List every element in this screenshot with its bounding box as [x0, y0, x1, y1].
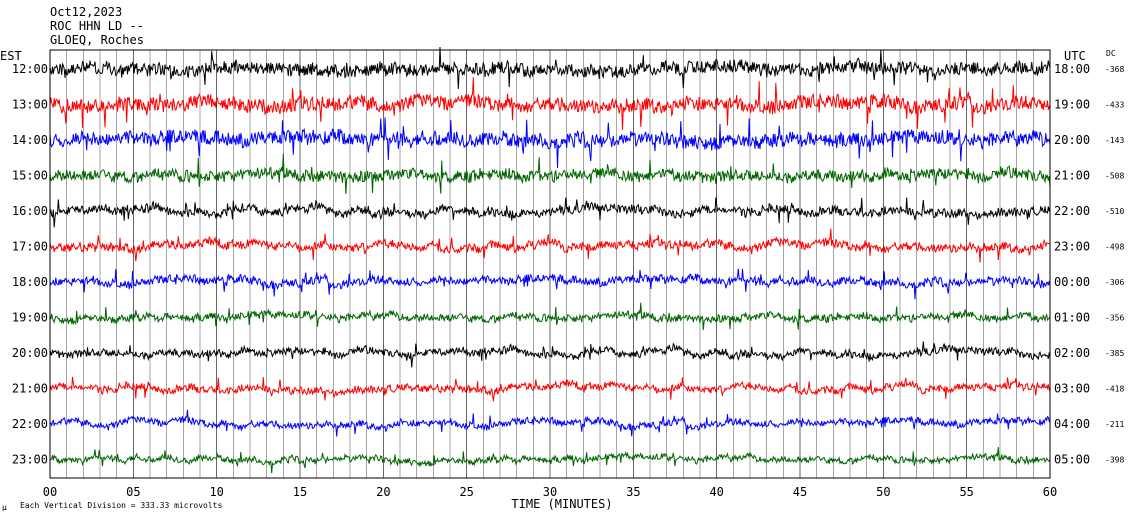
header-date: Oct12,2023 [50, 5, 122, 19]
utc-time-label: 19:00 [1054, 98, 1090, 112]
est-time-label: 13:00 [12, 98, 48, 112]
trace-2000 [49, 341, 1051, 368]
minute-gridlines [49, 50, 1051, 478]
x-tick-label: 50 [876, 485, 890, 499]
dc-offset-label: -508 [1105, 172, 1124, 181]
x-tick-label: 05 [126, 485, 140, 499]
utc-time-label: 01:00 [1054, 311, 1090, 325]
est-time-label: 15:00 [12, 169, 48, 183]
utc-axis-title: UTC [1064, 49, 1086, 63]
dc-offset-label: -306 [1105, 278, 1124, 287]
est-time-label: 16:00 [12, 204, 48, 218]
trace-1300 [49, 77, 1051, 131]
est-time-label: 18:00 [12, 275, 48, 289]
utc-time-label: 20:00 [1054, 133, 1090, 147]
footer-vertical-scale-note: Each Vertical Division = 333.33 microvol… [20, 501, 222, 510]
est-time-label: 22:00 [12, 417, 48, 431]
trace-1800 [49, 268, 1051, 300]
x-tick-label: 45 [793, 485, 807, 499]
utc-time-label: 23:00 [1054, 240, 1090, 254]
x-tick-label: 15 [293, 485, 307, 499]
x-axis-label: TIME (MINUTES) [511, 497, 612, 511]
utc-time-label: 03:00 [1054, 382, 1090, 396]
row-labels: 12:00 18:00 -368 13:00 19:00 -433 14:00 20:00 -1… [12, 62, 1125, 467]
x-tick-label: 60 [1043, 485, 1057, 499]
est-time-label: 20:00 [12, 346, 48, 360]
x-tick-label: 25 [459, 485, 473, 499]
trace-1700 [49, 228, 1051, 263]
trace-2300 [49, 446, 1051, 474]
x-tick-label: 20 [376, 485, 390, 499]
seismic-traces [49, 46, 1051, 474]
trace-1200 [49, 46, 1051, 89]
dc-offset-label: -433 [1105, 101, 1124, 110]
est-time-label: 14:00 [12, 133, 48, 147]
plot-frame [49, 49, 1051, 479]
x-tick-label: 30 [543, 485, 557, 499]
est-time-label: 17:00 [12, 240, 48, 254]
trace-1600 [49, 197, 1051, 228]
dc-offset-label: -498 [1105, 243, 1124, 252]
est-time-label: 19:00 [12, 311, 48, 325]
est-time-label: 23:00 [12, 453, 48, 467]
header-station: ROC HHN LD -- [50, 19, 144, 33]
utc-time-label: 00:00 [1054, 275, 1090, 289]
dc-offset-label: -356 [1105, 314, 1124, 323]
trace-2100 [49, 376, 1051, 402]
dc-offset-label: -510 [1105, 207, 1124, 216]
dc-offset-label: -368 [1105, 65, 1124, 74]
utc-time-label: 18:00 [1054, 62, 1090, 76]
dc-column-title: DC [1106, 49, 1116, 58]
header-site: GLOEQ, Roches [50, 33, 144, 47]
est-time-label: 21:00 [12, 382, 48, 396]
utc-time-label: 22:00 [1054, 204, 1090, 218]
utc-time-label: 21:00 [1054, 169, 1090, 183]
x-tick-label: 10 [209, 485, 223, 499]
dc-offset-label: -211 [1105, 420, 1124, 429]
est-axis-title: EST [0, 49, 22, 63]
utc-time-label: 04:00 [1054, 417, 1090, 431]
dc-offset-label: -385 [1105, 349, 1124, 358]
dc-offset-label: -143 [1105, 136, 1124, 145]
dc-offset-label: -398 [1105, 456, 1124, 465]
trace-1400 [49, 117, 1051, 169]
x-tick-label: 35 [626, 485, 640, 499]
est-time-label: 12:00 [12, 62, 48, 76]
x-tick-label: 55 [959, 485, 973, 499]
trace-1900 [49, 302, 1051, 330]
x-tick-label: 00 [43, 485, 57, 499]
utc-time-label: 05:00 [1054, 453, 1090, 467]
x-axis-ticks: 00 05 10 15 20 25 30 35 40 45 50 55 60 [43, 485, 1057, 499]
utc-time-label: 02:00 [1054, 346, 1090, 360]
footer-mu-symbol: μ [2, 503, 7, 512]
dc-offset-label: -418 [1105, 385, 1124, 394]
trace-2200 [49, 409, 1051, 437]
x-tick-label: 40 [709, 485, 723, 499]
trace-1500 [49, 153, 1051, 194]
